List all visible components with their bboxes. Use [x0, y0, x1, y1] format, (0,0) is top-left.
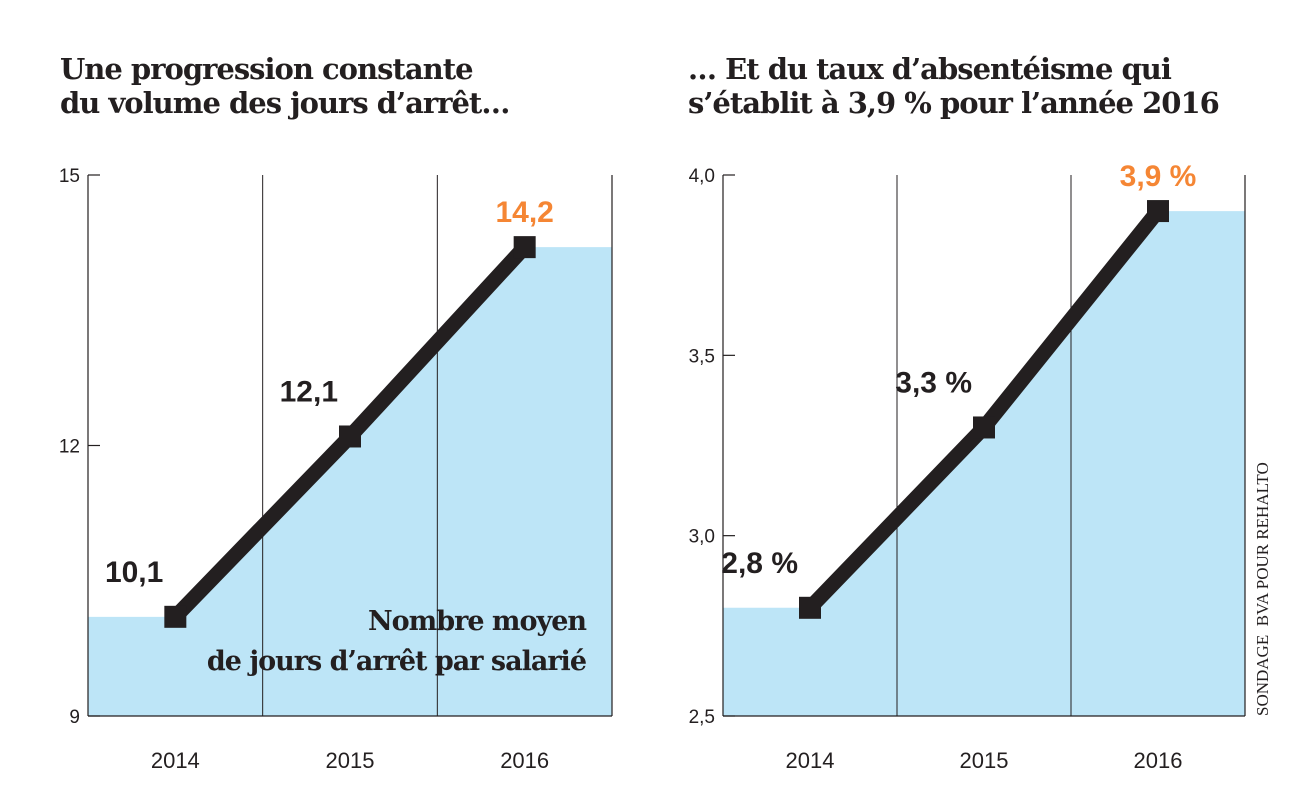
- left-annotation-line: de jours d’arrêt par salarié: [207, 646, 586, 677]
- left-annotation-line: Nombre moyen: [368, 606, 587, 637]
- right-ytick-label: 4,0: [689, 166, 715, 187]
- right-data-point: [973, 416, 995, 439]
- right-title-line-2: s’établit à 3,9 % pour l’année 2016: [688, 86, 1220, 120]
- right-data-point: [799, 596, 821, 619]
- left-ytick-label: 15: [59, 166, 80, 187]
- left-data-point: [339, 425, 361, 448]
- right-xtick-label: 2014: [786, 748, 835, 773]
- left-ytick-label: 9: [69, 707, 80, 728]
- source-credit: SONDAGE BVA POUR REHALTO: [1253, 462, 1272, 716]
- left-ytick-label: 12: [59, 437, 80, 458]
- right-data-label: 3,9 %: [1120, 160, 1197, 193]
- right-ytick-label: 3,0: [689, 527, 715, 548]
- right-data-label: 2,8 %: [721, 547, 798, 580]
- left-xtick-label: 2014: [151, 748, 200, 773]
- left-chart-title: Une progression constante du volume des …: [60, 52, 510, 120]
- left-data-label: 10,1: [105, 556, 163, 589]
- right-area-fill: [723, 211, 1245, 717]
- left-area-fill: [88, 247, 612, 716]
- right-chart-title: … Et du taux d’absentéisme qui s’établit…: [688, 52, 1220, 120]
- right-ytick-label: 3,5: [689, 346, 715, 367]
- left-xtick-label: 2015: [326, 748, 375, 773]
- left-title-line-2: du volume des jours d’arrêt…: [60, 86, 510, 120]
- left-data-point: [513, 236, 536, 259]
- left-xtick-label: 2016: [500, 748, 549, 773]
- right-data-label: 3,3 %: [895, 366, 972, 399]
- right-xtick-label: 2016: [1134, 748, 1183, 773]
- right-xtick-label: 2015: [960, 748, 1009, 773]
- left-title-line-1: Une progression constante: [60, 52, 474, 86]
- left-data-point: [164, 605, 187, 628]
- left-data-label: 12,1: [280, 375, 338, 408]
- right-title-line-1: … Et du taux d’absentéisme qui: [688, 52, 1172, 86]
- right-data-point: [1147, 200, 1169, 223]
- left-data-label: 14,2: [495, 196, 553, 229]
- right-ytick-label: 2,5: [689, 707, 715, 728]
